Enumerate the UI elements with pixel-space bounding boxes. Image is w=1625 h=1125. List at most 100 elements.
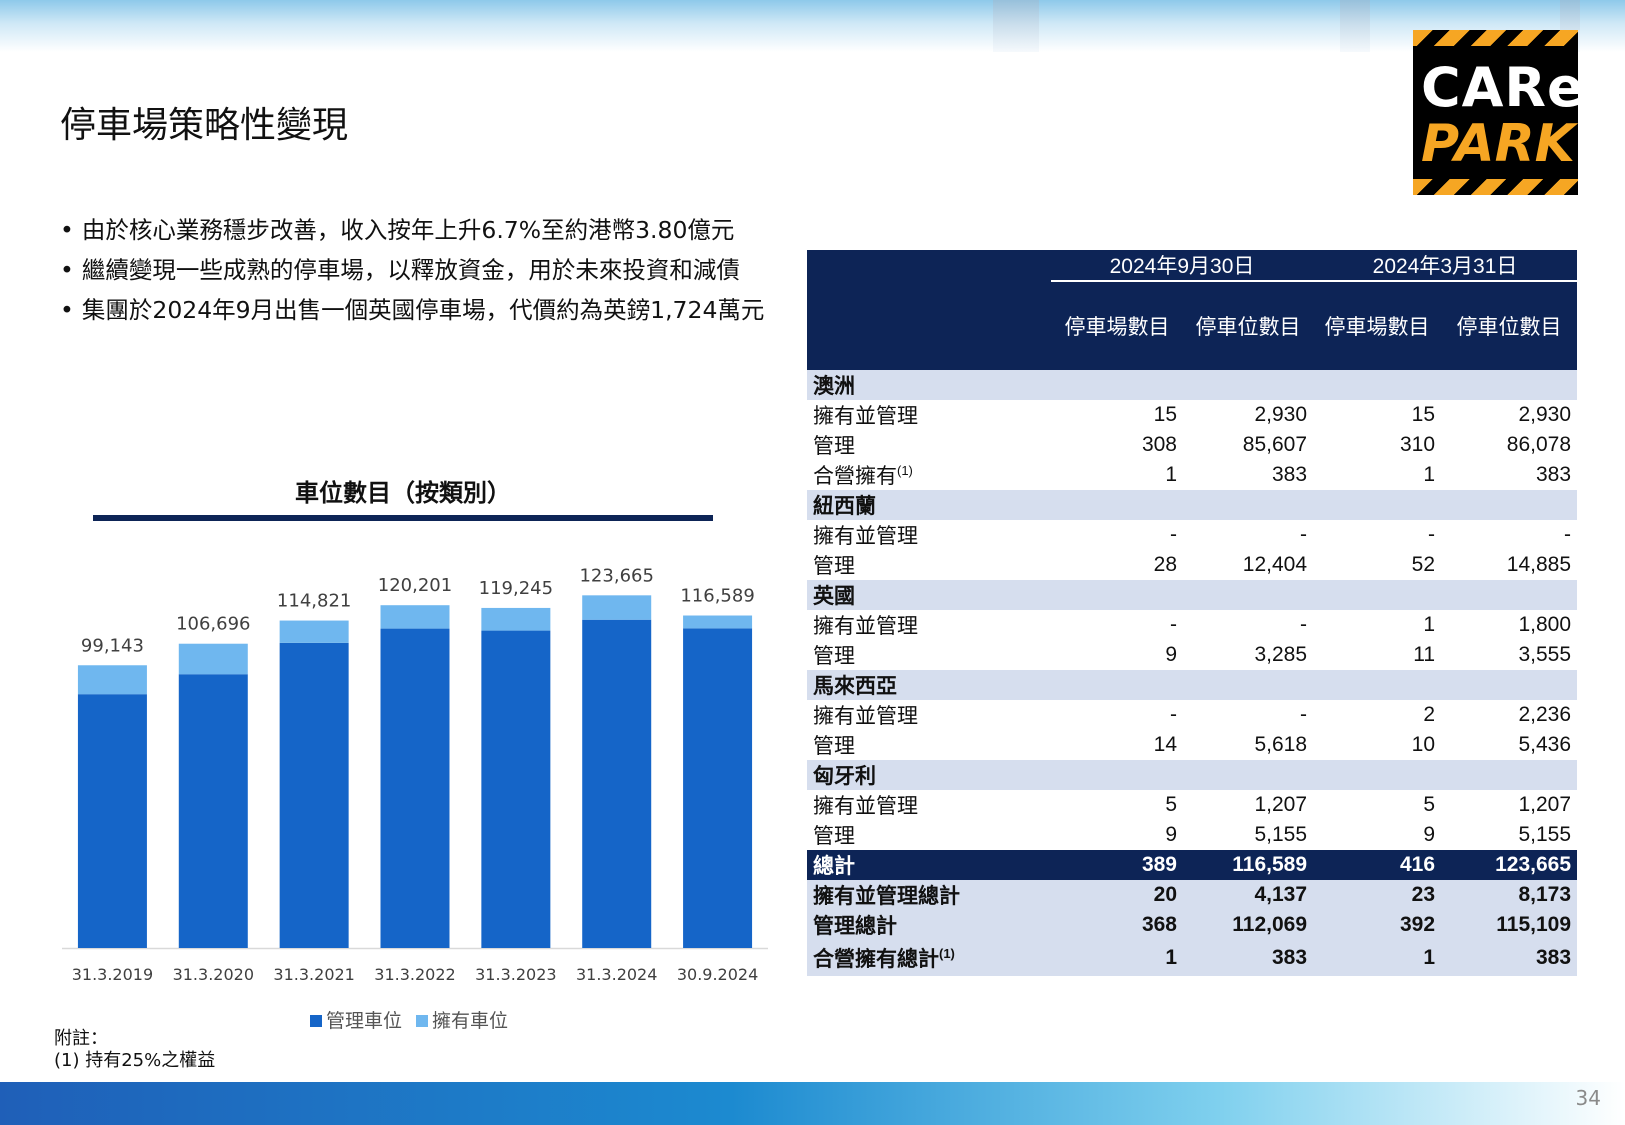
table-row: 擁有並管理 - - 1 1,800 (807, 610, 1577, 640)
legend-label: 管理車位 (326, 1010, 403, 1032)
table-cell: 28 (1153, 553, 1177, 576)
summary-cell: 20 (1051, 880, 1183, 910)
logo-stripe-top (1413, 30, 1578, 46)
table-column-header: 停車位數目 (1183, 281, 1314, 370)
table-cell: - (1300, 703, 1308, 726)
table-cell: - (1170, 703, 1177, 726)
total-cell: 389 (1051, 850, 1183, 880)
total-label: 總計 (807, 850, 1051, 880)
chart-title-rule (93, 515, 713, 521)
data-label: 114,821 (277, 591, 351, 612)
table-cell: - (1170, 613, 1177, 636)
row-label-text: 擁有並管理 (813, 795, 918, 818)
bar-managed (77, 694, 147, 948)
bottom-banner (0, 1082, 1625, 1125)
row-label-text: 管理 (813, 735, 855, 758)
table-cell: 11 (1413, 643, 1436, 666)
bar-owned (380, 605, 450, 629)
summary-label-text: 擁有並管理總計 (813, 885, 960, 908)
data-label: 119,245 (479, 578, 553, 599)
x-tick-label: 30.9.2024 (677, 965, 758, 984)
table-cell: 3,285 (1254, 643, 1308, 666)
legend-swatch (416, 1015, 429, 1027)
row-label-text: 擁有並管理 (813, 525, 918, 548)
carepark-logo: CARe PARK (1413, 30, 1578, 195)
footnote-marker: (1) (939, 946, 955, 961)
table-cell: 15 (1411, 403, 1436, 426)
table-cell: - (1300, 523, 1308, 546)
row-label: 管理 (807, 640, 1051, 670)
table-row: 管理 14 5,618 10 5,436 (807, 730, 1577, 760)
summary-label: 管理總計 (807, 910, 1051, 940)
logo-text-care: CARe (1421, 56, 1578, 119)
bar-owned (582, 595, 652, 620)
summary-label: 合營擁有總計(1) (807, 940, 1051, 976)
summary-cell: 112,069 (1183, 910, 1314, 940)
table-cell: 383 (1535, 463, 1572, 486)
row-label: 管理 (807, 430, 1051, 460)
table-cell: 1,207 (1254, 793, 1308, 816)
table-cell: 12,404 (1242, 553, 1308, 576)
table-cell: 52 (1411, 553, 1436, 576)
row-label-text: 管理 (813, 645, 855, 668)
bar-managed (582, 619, 652, 948)
region-name: 馬來西亞 (807, 670, 1578, 700)
chart-title: 車位數目（按類別） (295, 479, 511, 507)
summary-label-text: 管理總計 (813, 915, 897, 938)
table-cell: 310 (1399, 433, 1436, 456)
data-label: 123,665 (579, 565, 653, 586)
row-label-text: 管理 (813, 825, 855, 848)
x-tick-label: 31.3.2020 (173, 965, 254, 984)
summary-cell: 1 (1051, 940, 1183, 976)
table-cell: - (1564, 523, 1572, 546)
footnote-marker: (1) (897, 463, 913, 478)
table-row: 管理 9 3,285 11 3,555 (807, 640, 1577, 670)
table-cell: 1 (1423, 613, 1436, 636)
table-cell: 5 (1423, 793, 1436, 816)
table-cell: 5 (1165, 793, 1177, 816)
table-cell: 9 (1423, 823, 1436, 846)
table-column-header: 停車位數目 (1441, 281, 1578, 370)
data-label: 99,143 (81, 635, 144, 656)
table-cell: 1,800 (1518, 613, 1572, 636)
table-cell: 86,078 (1506, 433, 1572, 456)
row-label: 管理 (807, 550, 1051, 580)
table-row: 管理 9 5,155 9 5,155 (807, 820, 1577, 850)
table-cell: 3,555 (1518, 643, 1572, 666)
total-cell: 123,665 (1441, 850, 1578, 880)
row-label-text: 擁有並管理 (813, 705, 918, 728)
row-label-text: 合營擁有 (813, 465, 897, 488)
car-park-table: 2024年9月30日 2024年3月31日 停車場數目 停車位數目 停車場數目 停車位數目… (807, 250, 1578, 976)
table-row: 管理 28 12,404 52 14,885 (807, 550, 1577, 580)
table-cell: 2,236 (1518, 703, 1572, 726)
table-cell: - (1170, 523, 1177, 546)
table-row: 擁有並管理 - - - - (807, 520, 1577, 550)
table-cell: 15 (1153, 403, 1177, 426)
bar-owned (683, 615, 753, 629)
table-cell: - (1428, 523, 1436, 546)
table-column-header: 停車場數目 (1313, 281, 1442, 370)
bullet-item: 集團於2024年9月出售一個英國停車場，代價約為英鎊1,724萬元 (60, 290, 765, 330)
bar-owned (77, 665, 147, 695)
bullet-list: 由於核心業務穩步改善，收入按年上升6.7%至約港幣3.80億元 繼續變現一些成熟… (60, 210, 765, 330)
table-cell: 5,155 (1254, 823, 1308, 846)
summary-label-text: 合營擁有總計 (813, 948, 939, 971)
bar-chart: 99,143 31.3.2019 106,696 31.3.2020 114,821 31… (62, 565, 768, 984)
summary-cell: 1 (1313, 940, 1442, 976)
summary-cell: 368 (1051, 910, 1183, 940)
table-cell: 1,207 (1518, 793, 1572, 816)
table-date-header: 2024年9月30日 (1051, 250, 1314, 282)
summary-cell: 383 (1441, 940, 1578, 976)
x-tick-label: 31.3.2024 (576, 965, 657, 984)
footnote-heading: 附註： (54, 1028, 108, 1049)
row-label: 管理 (807, 820, 1051, 850)
bar-managed (178, 674, 248, 948)
logo-text-park: PARK (1421, 114, 1575, 174)
row-label: 合營擁有(1) (807, 460, 1051, 490)
table-cell: - (1300, 613, 1308, 636)
legend-item-owned: 擁有車位 (416, 1006, 508, 1033)
row-label-text: 擁有並管理 (813, 405, 918, 428)
row-label-text: 擁有並管理 (813, 615, 918, 638)
x-tick-label: 31.3.2021 (273, 965, 354, 984)
bullet-item: 由於核心業務穩步改善，收入按年上升6.7%至約港幣3.80億元 (60, 210, 764, 250)
